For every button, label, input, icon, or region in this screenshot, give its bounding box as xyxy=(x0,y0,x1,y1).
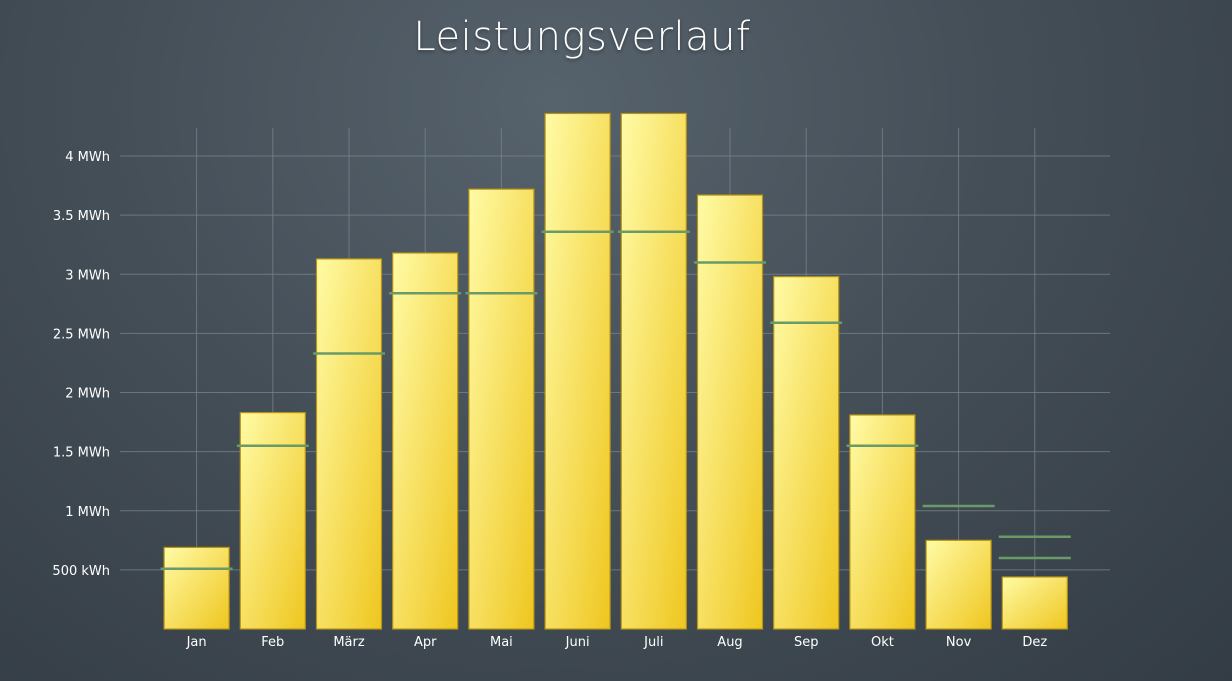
chart-title: Leistungsverlauf xyxy=(413,14,751,60)
x-tick-label: Juli xyxy=(643,635,663,650)
y-tick-label: 1 MWh xyxy=(65,505,110,520)
y-tick-label: 2 MWh xyxy=(65,387,110,402)
bar-series xyxy=(163,112,1068,630)
bar xyxy=(620,112,687,630)
x-axis-tick-labels: Jan Feb März Apr Mai Juni Juli Aug Sep Okt Nov Dez xyxy=(186,635,1048,650)
bar xyxy=(392,252,459,630)
bar xyxy=(544,112,611,630)
bar xyxy=(315,258,383,630)
y-tick-label: 1.5 MWh xyxy=(53,446,110,461)
bar xyxy=(163,546,230,630)
x-tick-label: Okt xyxy=(871,635,894,650)
y-tick-label: 2.5 MWh xyxy=(53,327,110,342)
x-tick-label: Mai xyxy=(490,635,513,650)
x-tick-label: Jan xyxy=(186,635,207,650)
bar xyxy=(925,539,992,630)
x-tick-label: Aug xyxy=(717,635,742,650)
x-tick-label: Apr xyxy=(414,635,437,650)
y-tick-label: 4 MWh xyxy=(65,150,110,165)
x-tick-label: März xyxy=(333,635,365,650)
y-tick-label: 3.5 MWh xyxy=(53,209,110,224)
bar xyxy=(696,194,764,630)
y-tick-label: 3 MWh xyxy=(65,268,110,283)
x-tick-label: Feb xyxy=(261,635,284,650)
bar xyxy=(1001,576,1068,630)
bar xyxy=(773,276,840,630)
x-tick-label: Dez xyxy=(1022,635,1047,650)
reference-line-series xyxy=(160,230,1071,570)
x-tick-label: Sep xyxy=(794,635,819,650)
y-axis-tick-labels: 500 kWh 1 MWh 1.5 MWh 2 MWh 2.5 MWh 3 MWh 3.5 … xyxy=(52,150,110,579)
bar xyxy=(239,412,306,630)
y-tick-label: 500 kWh xyxy=(52,564,110,579)
x-tick-label: Juni xyxy=(565,635,590,650)
bar xyxy=(468,188,535,630)
x-tick-label: Nov xyxy=(946,635,972,650)
bar xyxy=(849,414,916,630)
